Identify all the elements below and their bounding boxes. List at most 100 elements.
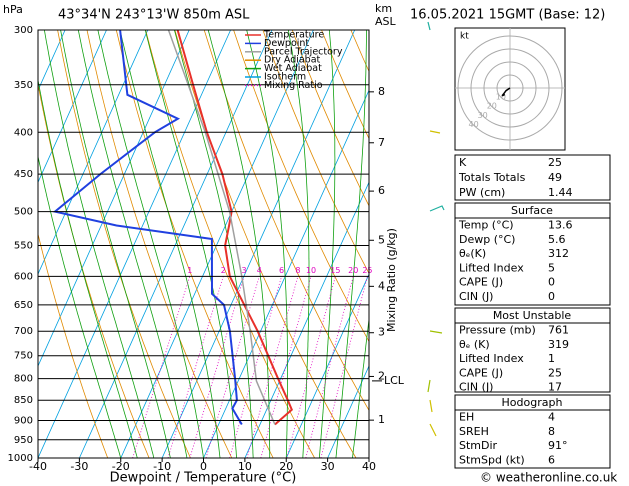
table-value: 25	[548, 156, 562, 169]
wind-barbs	[427, 21, 445, 437]
wet-adiabat	[318, 30, 336, 458]
isotherm	[327, 365, 369, 458]
table-label: CIN (J)	[459, 381, 493, 394]
mixing-ratio-label: 15	[330, 266, 340, 275]
x-tick-label: 20	[279, 460, 293, 473]
hodograph-unit: kt	[460, 32, 469, 42]
table-label: SREH	[459, 425, 489, 438]
table-label: θₑ (K)	[459, 338, 490, 351]
wet-adiabat	[287, 30, 310, 458]
km-label: km	[375, 2, 392, 15]
hodograph-ring-label: 20	[487, 102, 497, 111]
legend-label: Dewpoint	[264, 38, 309, 49]
y-tick-label: 950	[14, 435, 33, 446]
table-label: PW (cm)	[459, 186, 505, 199]
wet-adiabat	[97, 30, 204, 458]
legend-label: Dry Adiabat	[264, 55, 321, 66]
isotherm	[38, 30, 231, 458]
table-value: 312	[548, 247, 569, 260]
wet-adiabat	[246, 30, 288, 458]
datetime: 16.05.2021 15GMT (Base: 12)	[410, 8, 605, 23]
dry-adiabat	[233, 30, 369, 343]
dry-adiabat	[527, 30, 629, 458]
x-tick-label: -10	[153, 460, 171, 473]
mixing-ratio-line	[189, 276, 245, 458]
y-tick-label: 350	[14, 80, 33, 91]
y-tick-label: 300	[14, 25, 33, 36]
x-tick-label: 10	[238, 460, 252, 473]
y-tick-label: 600	[14, 271, 33, 282]
x-tick-label: 0	[200, 460, 207, 473]
mixing-ratio-label: 20	[348, 266, 358, 275]
mixing-ratio-label: 2	[221, 266, 226, 275]
mixing-ratio-label: 8	[295, 266, 300, 275]
table-value: 25	[548, 366, 562, 379]
hodograph-ring	[457, 35, 563, 141]
mixing-ratio-label: 6	[279, 266, 284, 275]
table-label: StmDir	[459, 439, 498, 452]
km-tick-label: 1	[378, 413, 385, 426]
y-tick-label: 1000	[8, 453, 33, 464]
x-tick-label: -40	[29, 460, 47, 473]
y-tick-label: 750	[14, 351, 33, 362]
mixing-ratio-label: 25	[362, 266, 372, 275]
y-tick-label: 850	[14, 395, 33, 406]
table-value: 17	[548, 381, 562, 394]
table-value: 4	[548, 411, 555, 424]
km-tick-label: 4	[378, 279, 385, 292]
hodograph-ring	[470, 48, 550, 128]
km-tick-label: 2	[378, 369, 385, 382]
wet-adiabat	[38, 77, 138, 458]
wet-adiabat	[335, 30, 367, 458]
mixing-ratio-line	[167, 276, 224, 458]
table-value: 91°	[548, 439, 568, 452]
table-box	[454, 307, 611, 393]
isotherm	[285, 273, 369, 458]
mixing-ratio-line	[286, 276, 336, 458]
table-value: 1	[548, 352, 555, 365]
dry-adiabat	[410, 30, 629, 458]
wet-adiabat	[44, 30, 155, 458]
legend-label: Mixing Ratio	[264, 80, 323, 91]
y-tick-label: 650	[14, 300, 33, 311]
table-title: Most Unstable	[493, 309, 572, 322]
table-value: 6	[548, 453, 555, 466]
table-label: CAPE (J)	[459, 276, 503, 289]
table-label: Temp (°C)	[458, 219, 514, 232]
dry-adiabat	[585, 30, 629, 458]
hodograph-ring-label: 30	[478, 111, 488, 120]
km-tick-label: 7	[378, 136, 385, 149]
y-tick-label: 400	[14, 127, 33, 138]
profile-line	[167, 30, 276, 425]
mixing-ratio-label: 3	[242, 266, 247, 275]
x-tick-label: 40	[362, 460, 376, 473]
table-value: 49	[548, 171, 562, 184]
mixing-ratio-line	[305, 276, 354, 458]
table-title: Hodograph	[502, 396, 563, 409]
x-tick-label: 30	[321, 460, 335, 473]
wet-adiabat	[352, 316, 369, 458]
dry-adiabat	[321, 30, 369, 140]
mixing-ratio-label: 10	[306, 266, 316, 275]
km-tick-label: 3	[378, 326, 385, 339]
plot-area	[38, 30, 629, 458]
table-value: 5	[548, 261, 555, 274]
isotherm	[203, 89, 369, 458]
plot-frame	[37, 29, 370, 459]
table-title: Surface	[511, 204, 553, 217]
x-tick-label: -20	[112, 460, 130, 473]
table-box	[454, 202, 611, 306]
hodograph-ring-label: 40	[469, 120, 479, 129]
table-value: 1.44	[548, 186, 573, 199]
table-label: EH	[459, 411, 474, 424]
table-value: 0	[548, 276, 555, 289]
asl-label: ASL	[375, 15, 397, 28]
legend-label: Temperature	[263, 30, 324, 41]
y-tick-label: 450	[14, 169, 33, 180]
dry-adiabat	[556, 30, 629, 458]
km-tick-label: 5	[378, 233, 385, 246]
table-label: Dewp (°C)	[459, 233, 515, 246]
legend-label: Wet Adiabat	[264, 63, 322, 74]
isotherm	[161, 30, 356, 458]
